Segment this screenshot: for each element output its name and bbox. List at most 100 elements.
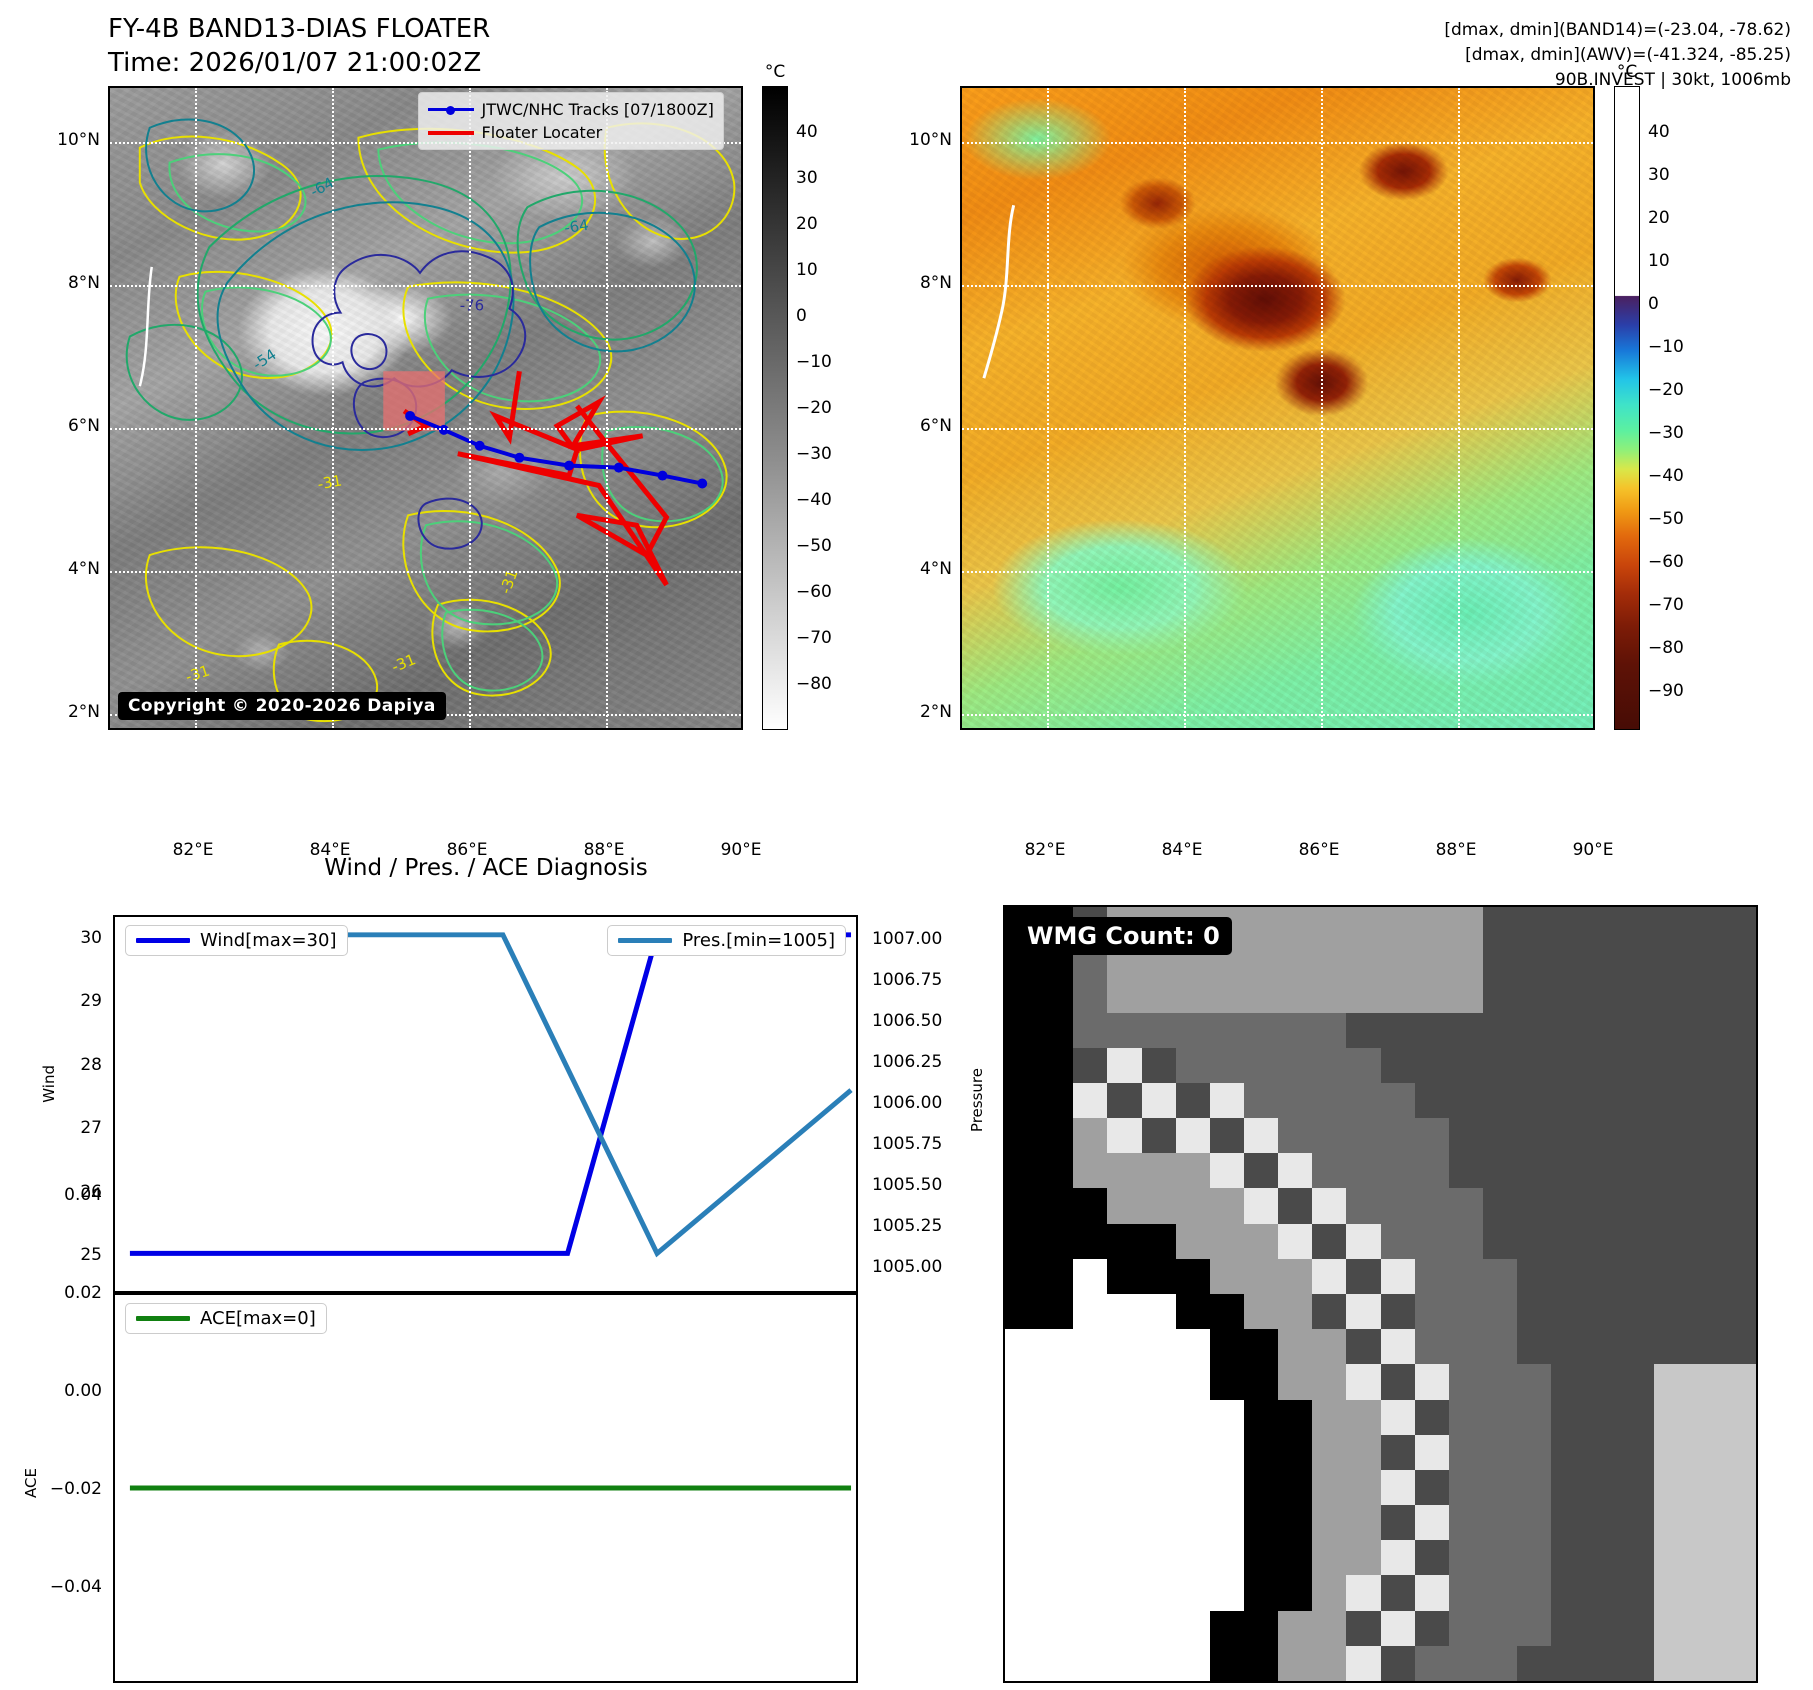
- wmg-cell: [1039, 1364, 1074, 1400]
- wmg-cell: [1517, 907, 1552, 943]
- wmg-cell: [1380, 1047, 1415, 1083]
- ir-cb-tick-11: −70: [796, 628, 832, 648]
- wmg-cell: [1517, 1188, 1552, 1224]
- wmg-cell: [1346, 1188, 1381, 1224]
- wmg-cell: [1209, 1469, 1244, 1506]
- wmg-cell: [1619, 1329, 1654, 1365]
- wmg-cell: [1039, 1153, 1074, 1189]
- wv-cb-tick-7: −30: [1648, 423, 1684, 443]
- wmg-cell: [1312, 1645, 1347, 1681]
- pres-tick-0: 1005.00: [872, 1257, 943, 1277]
- wmg-cell: [1141, 1434, 1176, 1470]
- wmg-cell: [1107, 1118, 1142, 1154]
- wmg-cell: [1107, 1540, 1142, 1576]
- wmg-cell: [1175, 1188, 1210, 1224]
- wmg-cell: [1653, 942, 1688, 978]
- wv-cb-tick-6: −20: [1648, 380, 1684, 400]
- wmg-cell: [1073, 1047, 1108, 1083]
- storm-summary: 90B.INVEST | 30kt, 1006mb: [1554, 70, 1791, 90]
- wmg-cell: [1278, 1258, 1313, 1294]
- wmg-cell: [1005, 1505, 1040, 1541]
- wmg-cell: [1687, 1505, 1722, 1541]
- wmg-cell: [1312, 907, 1347, 943]
- wmg-cell: [1482, 1540, 1518, 1576]
- wmg-cell: [1414, 1610, 1449, 1646]
- water-vapor-map[interactable]: [960, 86, 1595, 730]
- wmg-cell: [1278, 1294, 1313, 1330]
- wmg-cell: [1005, 1364, 1040, 1400]
- wmg-cell: [1209, 1399, 1244, 1435]
- wv-cb-tick-4: 0: [1648, 294, 1659, 314]
- wmg-cell: [1414, 1294, 1449, 1330]
- wmg-cell: [1448, 1399, 1483, 1435]
- pres-tick-7: 1006.75: [872, 970, 943, 990]
- wmg-cell: [1551, 1469, 1586, 1506]
- wmg-cell: [1039, 1082, 1074, 1119]
- wmg-cell: [1107, 1610, 1142, 1646]
- wmg-cell: [1346, 1258, 1381, 1294]
- wmg-cell: [1653, 977, 1688, 1013]
- wmg-cell: [1039, 1188, 1074, 1224]
- wmg-cell: [1721, 1645, 1756, 1681]
- ir-satellite-map[interactable]: -54 -64 -64 -76 -31 -31 -31 -31: [108, 86, 743, 730]
- wmg-cell: [1414, 1645, 1449, 1681]
- wmg-cell: [1005, 1575, 1040, 1611]
- pressure-legend-label: Pres.[min=1005]: [682, 930, 835, 951]
- wmg-cell: [1175, 1399, 1210, 1435]
- wmg-cell: [1380, 1188, 1415, 1224]
- wmg-cell: [1005, 1223, 1040, 1259]
- wmg-cell: [1721, 1505, 1756, 1541]
- pres-tick-2: 1005.50: [872, 1175, 943, 1195]
- wind-legend: Wind[max=30]: [125, 925, 348, 956]
- wmg-cell: [1551, 1505, 1586, 1541]
- wmg-cell: [1039, 1329, 1074, 1365]
- wmg-cell: [1551, 1047, 1586, 1083]
- wmg-cell: [1141, 1399, 1176, 1435]
- wv-cb-tick-1: 30: [1648, 165, 1670, 185]
- wmg-cell: [1414, 1012, 1449, 1048]
- wmg-cell: [1585, 1505, 1620, 1541]
- awv-range: [dmax, dmin](AWV)=(-41.324, -85.25): [1465, 45, 1791, 65]
- wmg-cell: [1175, 1118, 1210, 1154]
- wmg-cell: [1107, 1505, 1142, 1541]
- ir-texture: [110, 88, 741, 728]
- wmg-cell: [1585, 1012, 1620, 1048]
- wmg-cell: [1346, 1364, 1381, 1400]
- wmg-cell: [1175, 977, 1210, 1013]
- wind-pressure-chart[interactable]: Wind[max=30] Pres.[min=1005]: [113, 915, 858, 1293]
- wmg-cell: [1107, 1575, 1142, 1611]
- wmg-cell: [1005, 1469, 1040, 1506]
- wmg-cell: [1380, 1540, 1415, 1576]
- wmg-cell: [1005, 1153, 1040, 1189]
- wv-colorbar-title: °C: [1616, 62, 1638, 82]
- wmg-cell: [1073, 1294, 1108, 1330]
- wmg-cell: [1653, 1434, 1688, 1470]
- wmg-cell: [1107, 1364, 1142, 1400]
- wmg-cell: [1175, 1469, 1210, 1506]
- wv-texture: [962, 88, 1593, 728]
- pres-tick-8: 1007.00: [872, 929, 943, 949]
- wmg-cell: [1209, 1258, 1244, 1294]
- wmg-cell: [1243, 907, 1279, 943]
- wmg-cell: [1619, 1540, 1654, 1576]
- wmg-cell: [1414, 1223, 1449, 1259]
- wmg-cell: [1243, 1047, 1279, 1083]
- wmg-cell: [1312, 1610, 1347, 1646]
- wmg-cell: [1243, 1294, 1279, 1330]
- wmg-cell: [1380, 1329, 1415, 1365]
- wmg-cell: [1619, 1469, 1654, 1506]
- wmg-cell: [1209, 1223, 1244, 1259]
- wmg-cell: [1243, 1258, 1279, 1294]
- wmg-cell: [1517, 1047, 1552, 1083]
- wmg-cell: [1346, 1082, 1381, 1119]
- wmg-mosaic-panel[interactable]: WMG Count: 0: [1003, 905, 1758, 1683]
- wmg-cell: [1346, 1047, 1381, 1083]
- ir-cb-tick-10: −60: [796, 582, 832, 602]
- ace-chart[interactable]: ACE[max=0]: [113, 1293, 858, 1683]
- wmg-cell: [1278, 1645, 1313, 1681]
- wmg-cell: [1209, 1434, 1244, 1470]
- wmg-cell: [1005, 1645, 1040, 1681]
- wmg-cell: [1346, 1645, 1381, 1681]
- wv-cb-tick-9: −50: [1648, 509, 1684, 529]
- wmg-cell: [1107, 977, 1142, 1013]
